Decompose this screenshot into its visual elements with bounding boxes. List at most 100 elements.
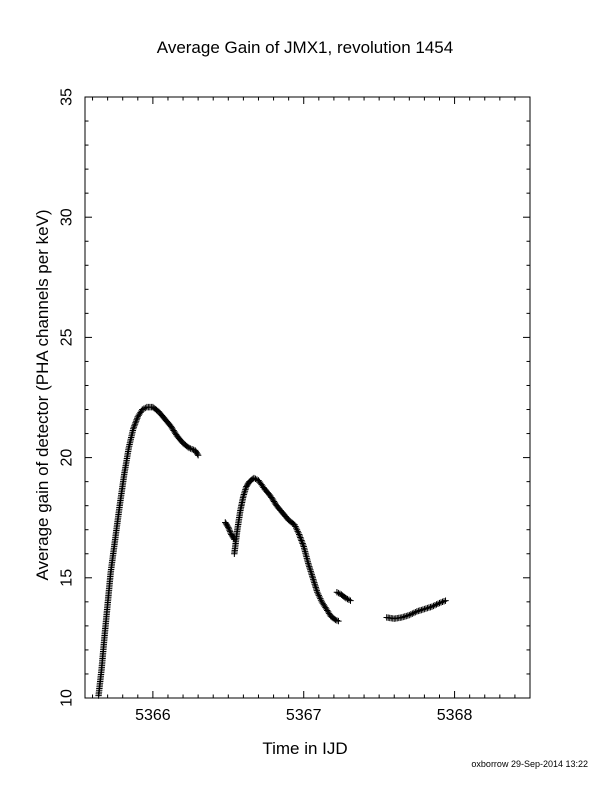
data-point-marker	[410, 609, 418, 617]
data-point-marker	[132, 419, 139, 426]
data-point-marker	[293, 526, 301, 533]
data-point-marker	[342, 595, 350, 602]
data-point-marker	[335, 617, 342, 625]
data-point-marker	[332, 616, 339, 624]
data-point-marker	[344, 595, 351, 603]
data-point-marker	[437, 599, 445, 606]
data-point-marker	[225, 524, 232, 531]
data-point-marker	[406, 611, 413, 619]
x-axis-label: Time in IJD	[262, 739, 347, 758]
y-tick-label: 15	[59, 569, 76, 587]
data-point-marker	[333, 589, 341, 596]
data-point-marker	[307, 566, 314, 573]
data-point-marker	[227, 529, 234, 537]
data-point-marker	[315, 592, 323, 599]
data-point-marker	[306, 563, 313, 570]
data-point-marker	[312, 584, 319, 591]
timestamp-footer: oxborrow 29-Sep-2014 13:22	[471, 759, 588, 769]
data-point-marker	[131, 421, 139, 428]
data-point-marker	[442, 597, 449, 604]
data-point-marker	[314, 589, 321, 596]
data-point-marker	[335, 589, 342, 597]
data-point-marker	[316, 593, 323, 601]
data-point-marker	[314, 590, 322, 598]
data-point-marker	[226, 527, 233, 534]
data-point-marker	[299, 540, 306, 547]
data-point-marker	[439, 598, 446, 606]
data-point-marker	[250, 474, 258, 482]
data-point-marker	[194, 450, 201, 458]
data-point-marker	[241, 489, 248, 497]
data-point-marker	[331, 615, 338, 623]
data-point-marker	[131, 422, 138, 429]
data-point-marker	[313, 585, 320, 593]
data-point-marker	[140, 405, 148, 412]
data-point-marker	[333, 617, 341, 624]
data-point-marker	[242, 486, 249, 493]
data-point-marker	[412, 608, 419, 616]
y-tick-label: 35	[59, 88, 76, 106]
chart-title: Average Gain of JMX1, revolution 1454	[157, 38, 453, 57]
data-point-marker	[240, 492, 247, 500]
data-point-marker	[308, 569, 315, 577]
x-tick-label: 5368	[437, 707, 473, 724]
data-point-marker	[311, 579, 318, 586]
data-point-marker	[309, 574, 316, 581]
data-point-marker	[292, 524, 300, 532]
data-point-marker	[297, 534, 304, 541]
data-point-marker	[294, 528, 301, 535]
y-axis: 10 15 20 25 30 35	[59, 88, 530, 707]
data-point-marker	[305, 560, 312, 567]
data-point-marker	[310, 576, 317, 583]
y-tick-label: 25	[59, 328, 76, 346]
data-point-marker	[430, 602, 437, 610]
data-point-marker	[428, 603, 436, 610]
data-point-marker	[188, 445, 196, 453]
data-point-marker	[225, 525, 233, 532]
data-point-marker	[298, 537, 305, 544]
data-point-marker	[187, 445, 194, 452]
data-point-marker	[130, 424, 138, 431]
data-point-marker	[306, 564, 313, 572]
data-point-marker	[347, 597, 354, 604]
data-point-marker	[292, 523, 299, 530]
data-point-marker	[133, 416, 140, 423]
data-point-marker	[130, 425, 137, 432]
y-tick-label: 20	[59, 449, 76, 467]
data-point-marker	[440, 598, 448, 605]
data-point-marker	[139, 406, 146, 413]
data-point-marker	[313, 587, 321, 594]
data-point-marker	[431, 602, 439, 609]
data-point-marker	[407, 611, 415, 618]
y-axis-label: Average gain of detector (PHA channels p…	[33, 209, 52, 580]
plot-frame	[84, 96, 531, 699]
data-point-marker	[226, 528, 234, 535]
data-point-marker	[134, 415, 141, 422]
data-point-marker	[434, 600, 442, 607]
data-point-marker	[241, 488, 249, 495]
data-point-marker	[184, 443, 192, 451]
data-point-marker	[224, 522, 231, 530]
data-point-marker	[194, 451, 202, 459]
y-tick-label: 10	[59, 689, 76, 707]
data-points	[95, 403, 449, 699]
data-point-marker	[308, 571, 315, 578]
data-point-marker	[305, 561, 312, 569]
data-point-marker	[310, 577, 317, 585]
data-point-marker	[307, 568, 314, 575]
data-point-marker	[409, 610, 416, 617]
data-point-marker	[185, 444, 193, 452]
data-point-marker	[436, 599, 443, 607]
data-point-marker	[297, 535, 305, 543]
data-point-marker	[296, 531, 303, 538]
data-point-marker	[311, 581, 318, 588]
data-point-marker	[317, 595, 324, 602]
data-point-marker	[132, 418, 140, 425]
data-point-marker	[142, 404, 149, 412]
data-point-marker	[298, 538, 306, 546]
x-tick-label: 5367	[286, 707, 322, 724]
data-point-marker	[295, 529, 302, 537]
data-point-marker	[433, 601, 440, 608]
data-point-marker	[299, 541, 307, 549]
data-point-marker	[309, 572, 316, 580]
